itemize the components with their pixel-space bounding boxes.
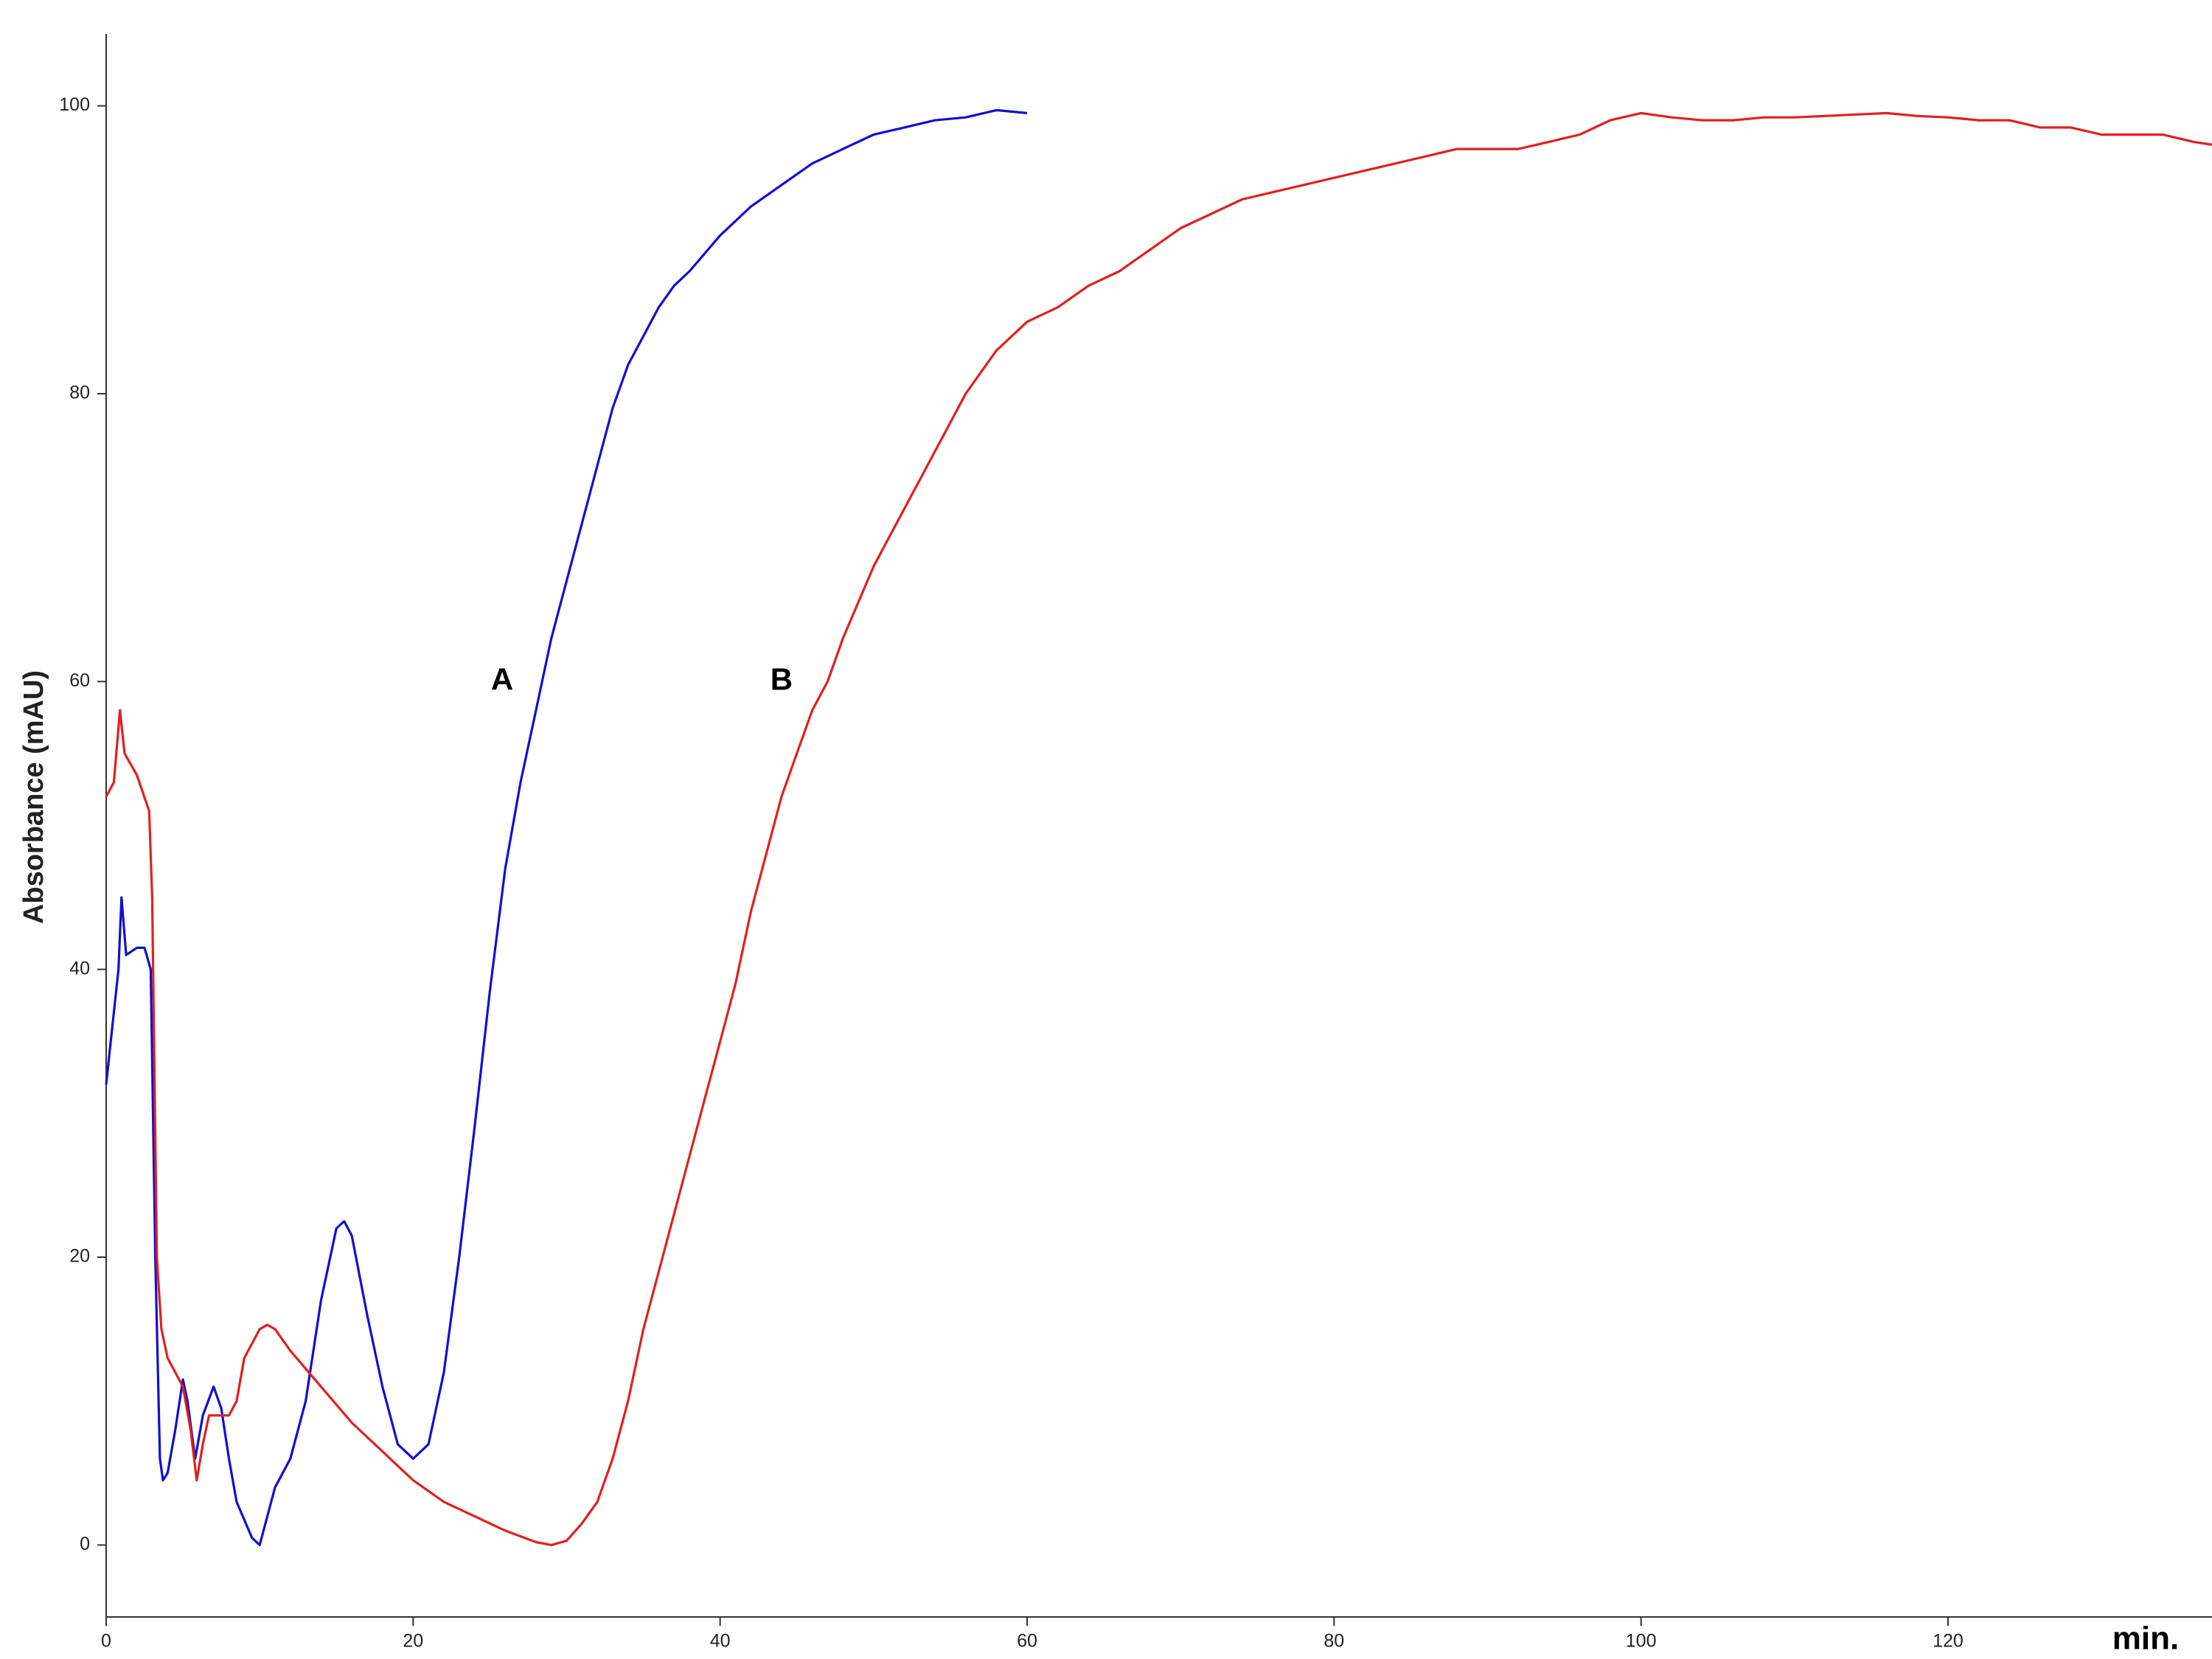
annotation: A xyxy=(491,661,513,696)
series-line xyxy=(105,111,2212,1546)
x-axis-title: min. xyxy=(2112,1621,2179,1657)
y-tick-label: 60 xyxy=(69,670,90,691)
x-tick-label: 40 xyxy=(710,1631,731,1652)
y-axis-title: Absorbance (mAU) xyxy=(18,670,49,924)
x-tick-label: 60 xyxy=(1017,1631,1037,1652)
y-tick-label: 40 xyxy=(69,958,90,978)
y-tick-label: 20 xyxy=(69,1246,90,1267)
x-tick-label: 120 xyxy=(1933,1631,1964,1652)
x-tick-label: 80 xyxy=(1324,1631,1344,1652)
x-tick-label: 0 xyxy=(101,1631,111,1652)
series-line xyxy=(105,108,1028,1546)
y-tick-label: 0 xyxy=(80,1534,90,1554)
y-tick-label: 100 xyxy=(59,94,90,115)
y-tick-label: 80 xyxy=(69,383,90,403)
x-tick-label: 100 xyxy=(1626,1631,1657,1652)
x-tick-label: 20 xyxy=(403,1631,423,1652)
annotation: B xyxy=(771,661,793,696)
